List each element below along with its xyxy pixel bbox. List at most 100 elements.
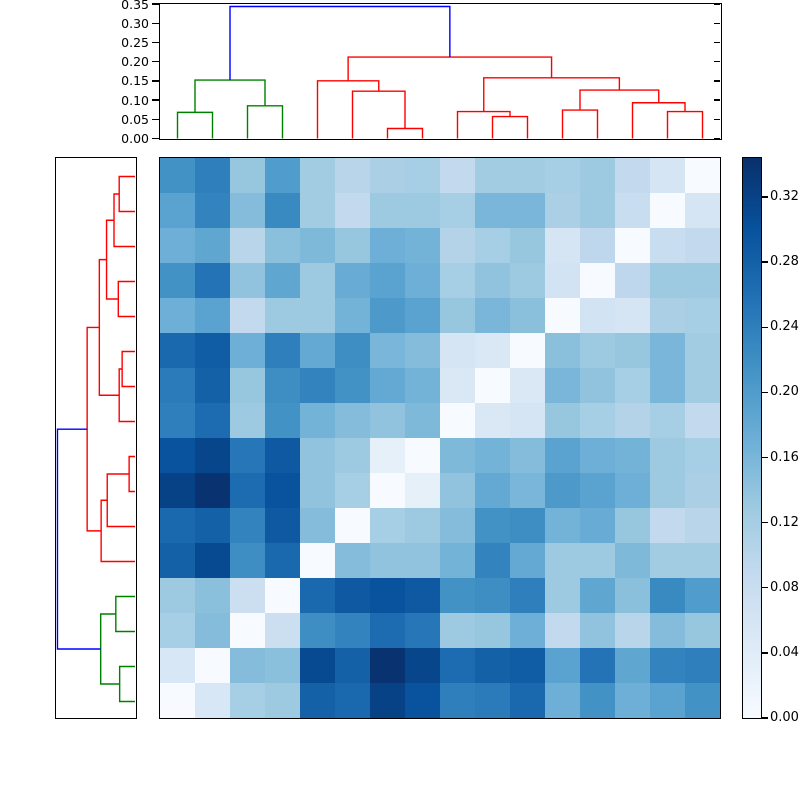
dendrogram-link <box>176 111 214 139</box>
heatmap-cell <box>614 367 650 403</box>
heatmap-cell <box>194 437 230 473</box>
heatmap-cell <box>649 157 685 193</box>
heatmap-cell <box>299 507 335 543</box>
heatmap-cell <box>649 227 685 263</box>
heatmap-cell <box>614 192 650 228</box>
heatmap-cell <box>614 262 650 298</box>
heatmap-cell <box>264 647 300 683</box>
heatmap-cell <box>369 647 405 683</box>
heatmap-cell <box>509 577 545 613</box>
heatmap-cell <box>649 262 685 298</box>
colorbar-tick <box>762 717 768 719</box>
heatmap-cell <box>474 612 510 648</box>
heatmap-cell <box>579 612 615 648</box>
heatmap-cell <box>299 332 335 368</box>
heatmap-cell <box>229 262 265 298</box>
y-axis-tick <box>151 3 159 5</box>
heatmap-cell <box>229 227 265 263</box>
dendrogram-link <box>194 79 266 113</box>
heatmap-cell <box>404 682 440 718</box>
heatmap-cell <box>194 682 230 718</box>
heatmap-cell <box>684 647 720 683</box>
heatmap-cell <box>404 192 440 228</box>
heatmap-cell <box>544 227 580 263</box>
dendrogram-link <box>57 428 102 650</box>
colorbar-tick <box>762 326 768 328</box>
colorbar-tick <box>762 456 768 459</box>
heatmap-cell <box>509 682 545 718</box>
heatmap-cell <box>404 367 440 403</box>
heatmap-cell <box>194 157 230 193</box>
heatmap-cell <box>579 157 615 193</box>
y-axis-tick-right <box>713 22 720 24</box>
heatmap <box>158 156 721 719</box>
heatmap-cell <box>194 472 230 508</box>
heatmap-cell <box>299 192 335 228</box>
heatmap-cell <box>264 297 300 333</box>
left-dendrogram-panel <box>55 157 137 719</box>
heatmap-cell <box>369 262 405 298</box>
heatmap-cell <box>684 192 720 228</box>
heatmap-cell <box>194 367 230 403</box>
heatmap-cell <box>264 402 300 438</box>
heatmap-cell <box>474 367 510 403</box>
y-axis-tick <box>151 60 159 63</box>
heatmap-cell <box>684 472 720 508</box>
heatmap-cell <box>614 437 650 473</box>
heatmap-cell <box>509 507 545 543</box>
heatmap-cell <box>264 437 300 473</box>
heatmap-cell <box>334 577 370 613</box>
heatmap-cell <box>404 437 440 473</box>
heatmap-cell <box>229 332 265 368</box>
heatmap-cell <box>579 542 615 578</box>
heatmap-cell <box>544 402 580 438</box>
heatmap-cell <box>614 157 650 193</box>
heatmap-cell <box>684 157 720 193</box>
heatmap-cell <box>579 647 615 683</box>
heatmap-cell <box>544 262 580 298</box>
heatmap-cell <box>614 297 650 333</box>
heatmap-cell <box>194 612 230 648</box>
dendrogram-link <box>456 110 511 139</box>
heatmap-cell <box>404 157 440 193</box>
top-dendrogram <box>176 5 704 139</box>
heatmap-cell <box>684 542 720 578</box>
heatmap-cell <box>334 542 370 578</box>
heatmap-cell <box>369 437 405 473</box>
heatmap-cell <box>334 227 370 263</box>
dendrogram-link <box>561 109 599 139</box>
heatmap-cell <box>334 157 370 193</box>
heatmap-cell <box>159 227 195 263</box>
heatmap-cell <box>334 647 370 683</box>
heatmap-cell <box>334 332 370 368</box>
heatmap-cell <box>194 402 230 438</box>
heatmap-cell <box>369 472 405 508</box>
heatmap-cell <box>579 577 615 613</box>
heatmap-cell <box>439 507 475 543</box>
heatmap-cell <box>579 682 615 718</box>
heatmap-cell <box>264 612 300 648</box>
heatmap-cell <box>194 332 230 368</box>
heatmap-cell <box>264 332 300 368</box>
dendrogram-link <box>316 80 380 139</box>
heatmap-cell <box>404 402 440 438</box>
heatmap-cell <box>439 192 475 228</box>
y-axis-tick-label: 0.05 <box>121 111 149 127</box>
colorbar-tick-label: 0.16 <box>770 449 799 465</box>
y-axis-tick-label: 0.20 <box>121 54 149 70</box>
heatmap-cell <box>229 542 265 578</box>
colorbar-tick-label: 0.20 <box>770 384 799 400</box>
heatmap-cell <box>649 367 685 403</box>
heatmap-cell <box>299 542 335 578</box>
heatmap-cell <box>544 472 580 508</box>
colorbar-gradient <box>742 157 762 719</box>
colorbar-tick-label: 0.08 <box>770 579 799 595</box>
y-axis-tick-label: 0.10 <box>121 92 149 108</box>
heatmap-cell <box>474 542 510 578</box>
heatmap-cell <box>474 507 510 543</box>
heatmap-cell <box>509 157 545 193</box>
dendrogram-link <box>100 612 121 685</box>
heatmap-cell <box>509 262 545 298</box>
heatmap-cell <box>369 507 405 543</box>
heatmap-cell <box>509 367 545 403</box>
